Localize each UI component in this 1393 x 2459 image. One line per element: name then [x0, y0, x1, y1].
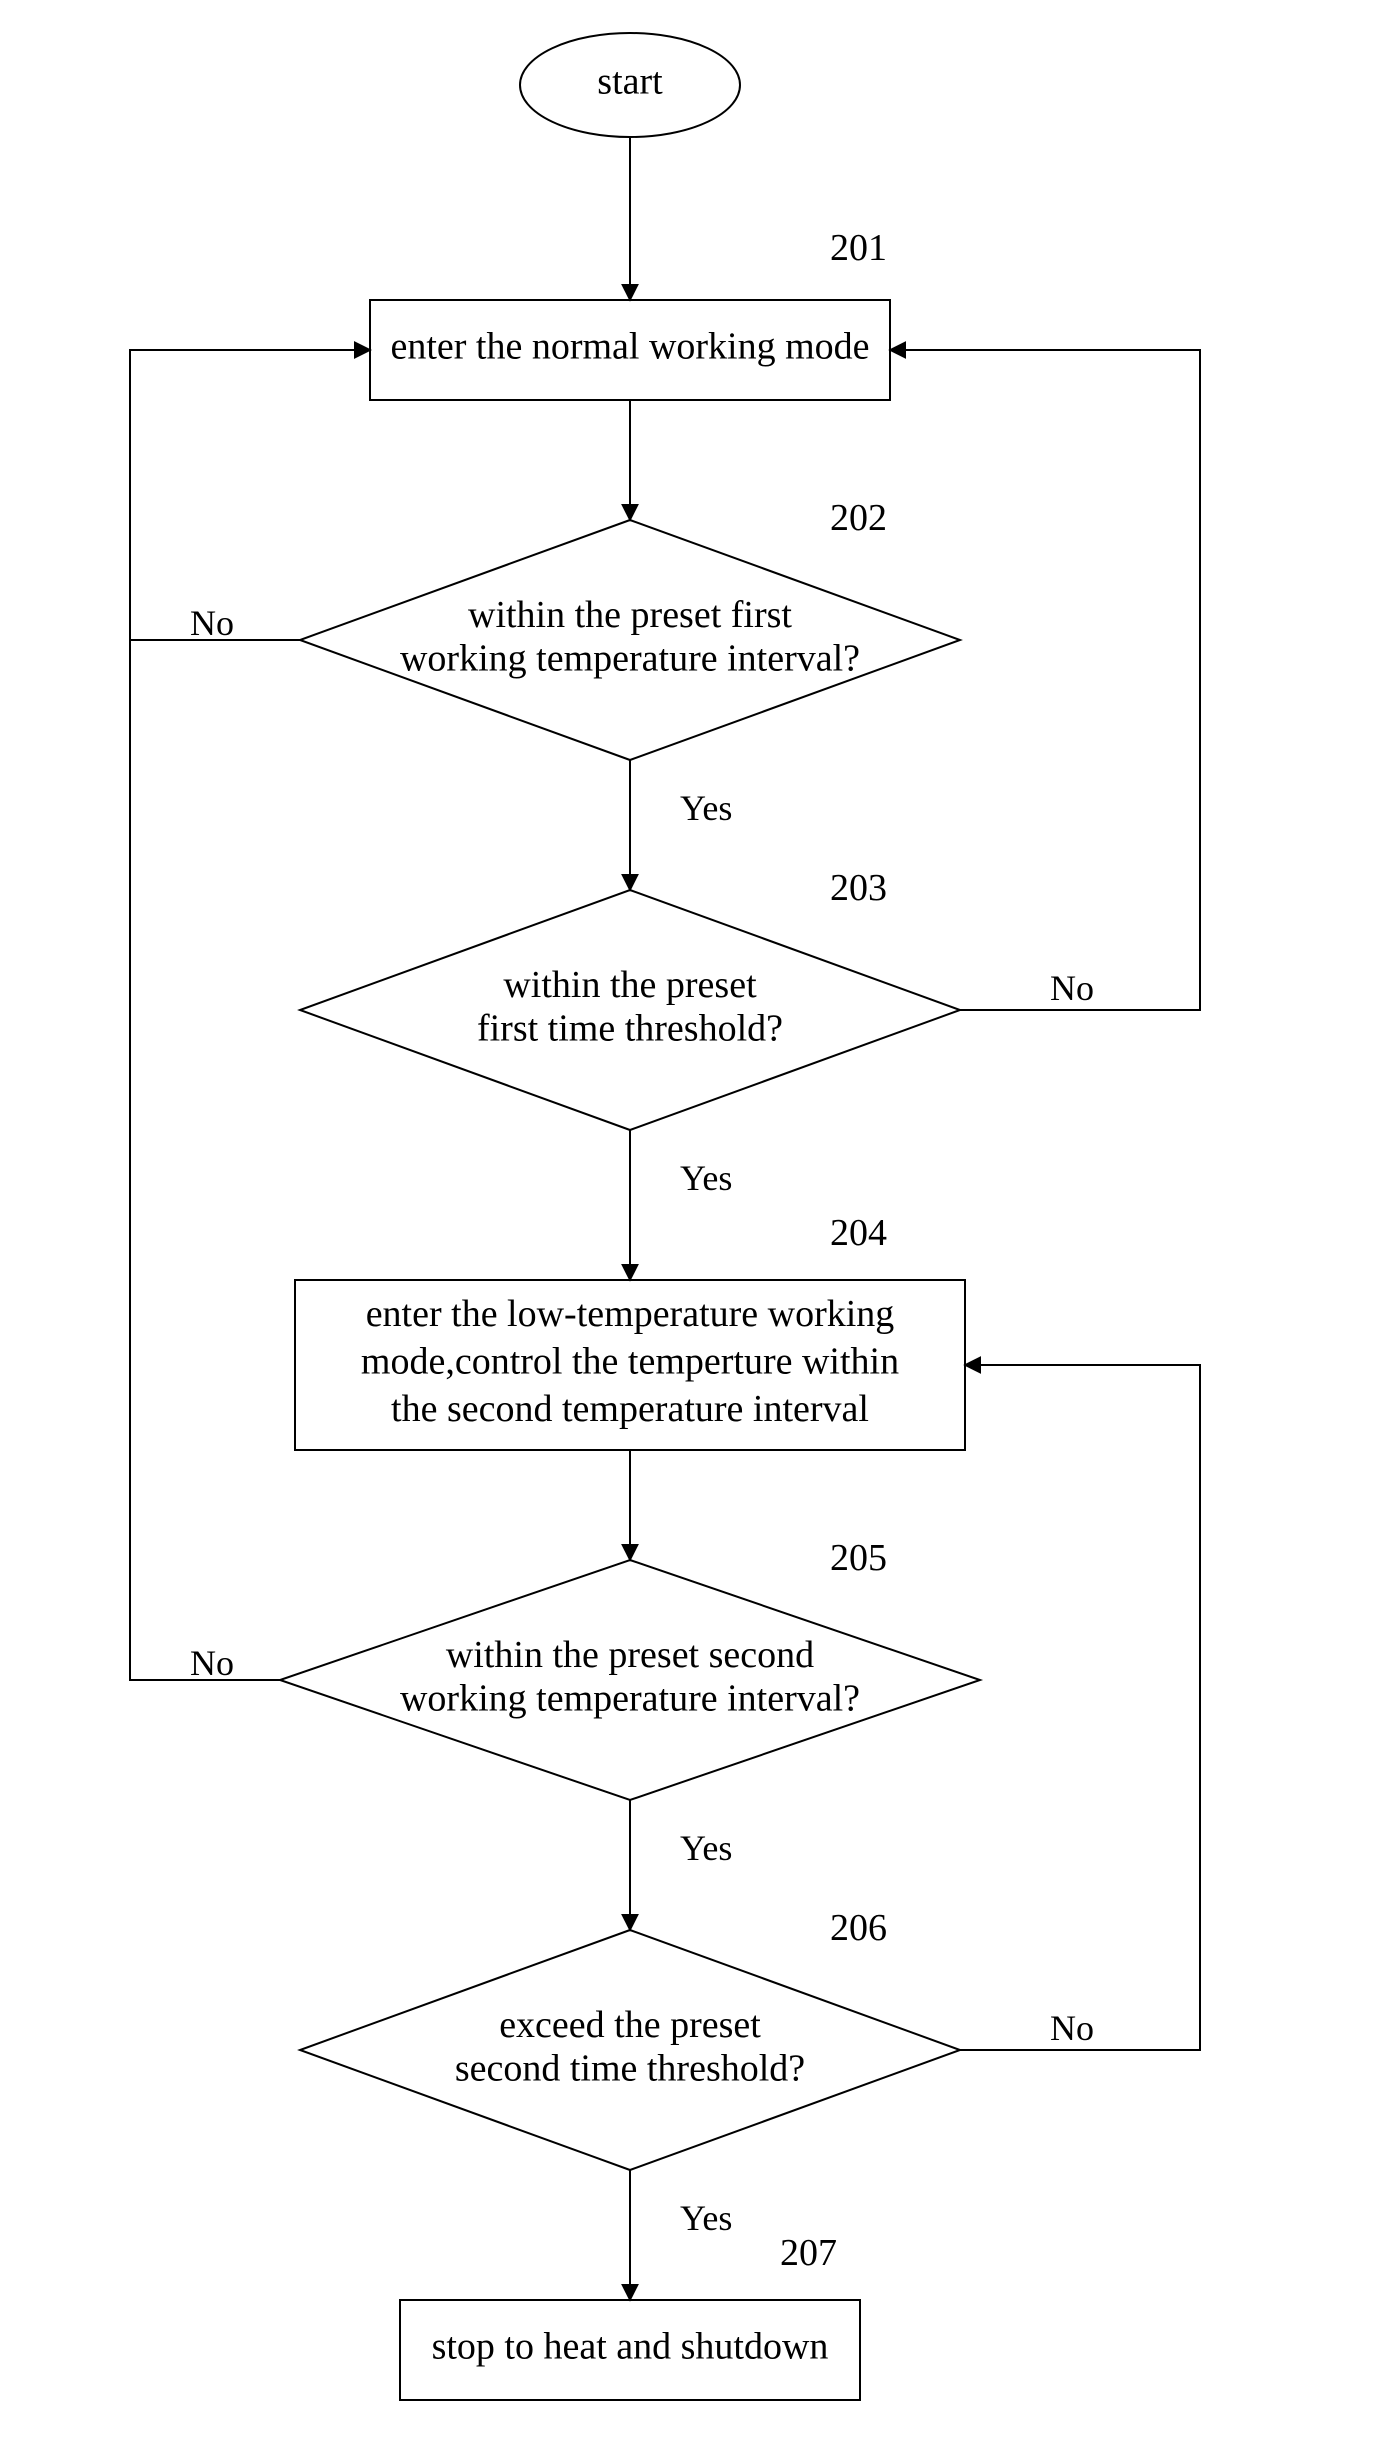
node-n204-line1: enter the low-temperature working — [366, 1293, 895, 1335]
step-n205: 205 — [830, 1537, 887, 1579]
node-n205: within the preset secondworking temperat… — [280, 1560, 980, 1800]
node-n205-line1: within the preset second — [446, 1634, 814, 1676]
node-n203-line1: within the preset — [503, 964, 757, 1006]
node-start-label: start — [597, 61, 663, 103]
node-n206-line2: second time threshold? — [455, 2048, 805, 2090]
node-n202-line1: within the preset first — [468, 594, 792, 636]
edge-label-yes203: Yes — [680, 1158, 732, 1198]
edge-label-yes206: Yes — [680, 2198, 732, 2238]
node-n206: exceed the presetsecond time threshold? — [300, 1930, 960, 2170]
node-n206-line1: exceed the preset — [499, 2004, 761, 2046]
step-n201: 201 — [830, 227, 887, 269]
node-n203: within the presetfirst time threshold? — [300, 890, 960, 1130]
edge-label-no203: No — [1050, 968, 1094, 1008]
node-n207: stop to heat and shutdown — [400, 2300, 860, 2400]
edge-label-yes202: Yes — [680, 788, 732, 828]
node-start: start — [520, 33, 740, 137]
node-n204-line3: the second temperature interval — [391, 1388, 869, 1430]
step-n203: 203 — [830, 867, 887, 909]
step-n206: 206 — [830, 1907, 887, 1949]
node-n201-line1: enter the normal working mode — [390, 326, 869, 368]
edge-label-no202: No — [190, 603, 234, 643]
flowchart: start enter the normal working mode 201 wit… — [0, 0, 1393, 2459]
node-n204: enter the low-temperature working mode,co… — [295, 1280, 965, 1450]
step-n204: 204 — [830, 1212, 887, 1254]
node-n201: enter the normal working mode — [370, 300, 890, 400]
node-n207-line1: stop to heat and shutdown — [432, 2326, 829, 2368]
node-n202-line2: working temperature interval? — [400, 638, 860, 680]
edge-label-no206: No — [1050, 2008, 1094, 2048]
node-n204-line2: mode,control the temperture within — [361, 1341, 899, 1383]
node-n203-line2: first time threshold? — [477, 1008, 783, 1050]
node-n202: within the preset firstworking temperatu… — [300, 520, 960, 760]
node-n205-line2: working temperature interval? — [400, 1678, 860, 1720]
step-n202: 202 — [830, 497, 887, 539]
edge-label-yes205: Yes — [680, 1828, 732, 1868]
step-n207: 207 — [780, 2232, 837, 2274]
edge-label-no205: No — [190, 1643, 234, 1683]
